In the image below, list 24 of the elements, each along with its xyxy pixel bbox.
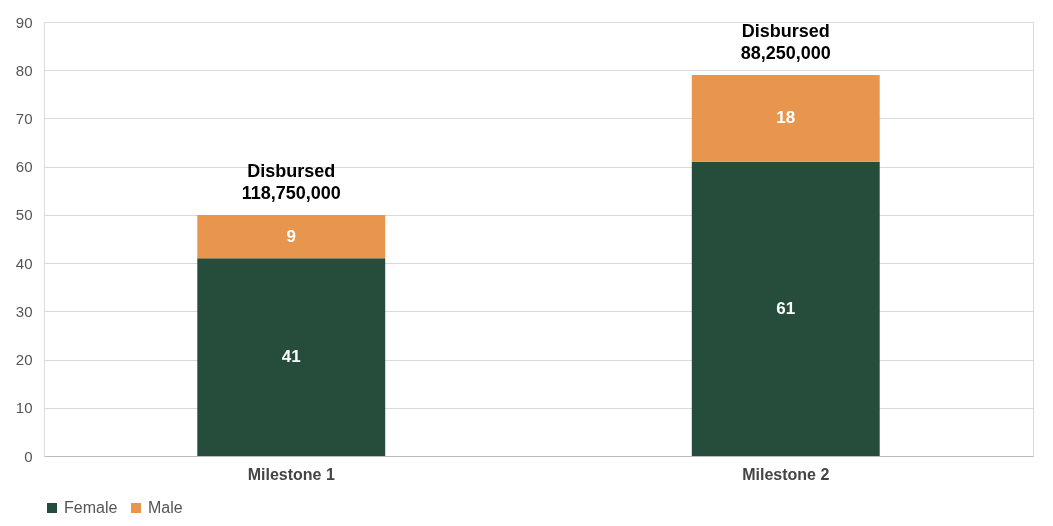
x-tick-label: Milestone 2 [742,465,830,483]
y-tick-label: 60 [15,158,33,176]
bar [691,75,880,162]
annotation: Disbursed 118,750,000 [241,160,341,203]
bar [197,214,386,259]
y-tick-label: 40 [15,254,33,272]
bar [691,161,880,456]
data-label: 41 [281,347,301,367]
y-tick-label: 30 [15,302,33,320]
legend-label: Female [64,499,118,516]
y-tick-label: 80 [15,61,33,79]
y-tick-label: 50 [15,206,33,224]
data-label: 18 [776,108,796,128]
x-tick-label: Milestone 1 [247,465,335,483]
annotation: Disbursed 88,250,000 [740,21,831,64]
y-tick-label: 90 [15,13,33,31]
y-tick-label: 20 [15,351,33,369]
y-tick-label: 70 [15,109,33,127]
y-tick-label: 10 [15,399,33,417]
bar [197,258,386,456]
y-tick-label: 0 [24,447,33,465]
data-label: 61 [776,298,796,318]
legend-label: Male [148,499,183,516]
data-label: 9 [286,226,296,246]
